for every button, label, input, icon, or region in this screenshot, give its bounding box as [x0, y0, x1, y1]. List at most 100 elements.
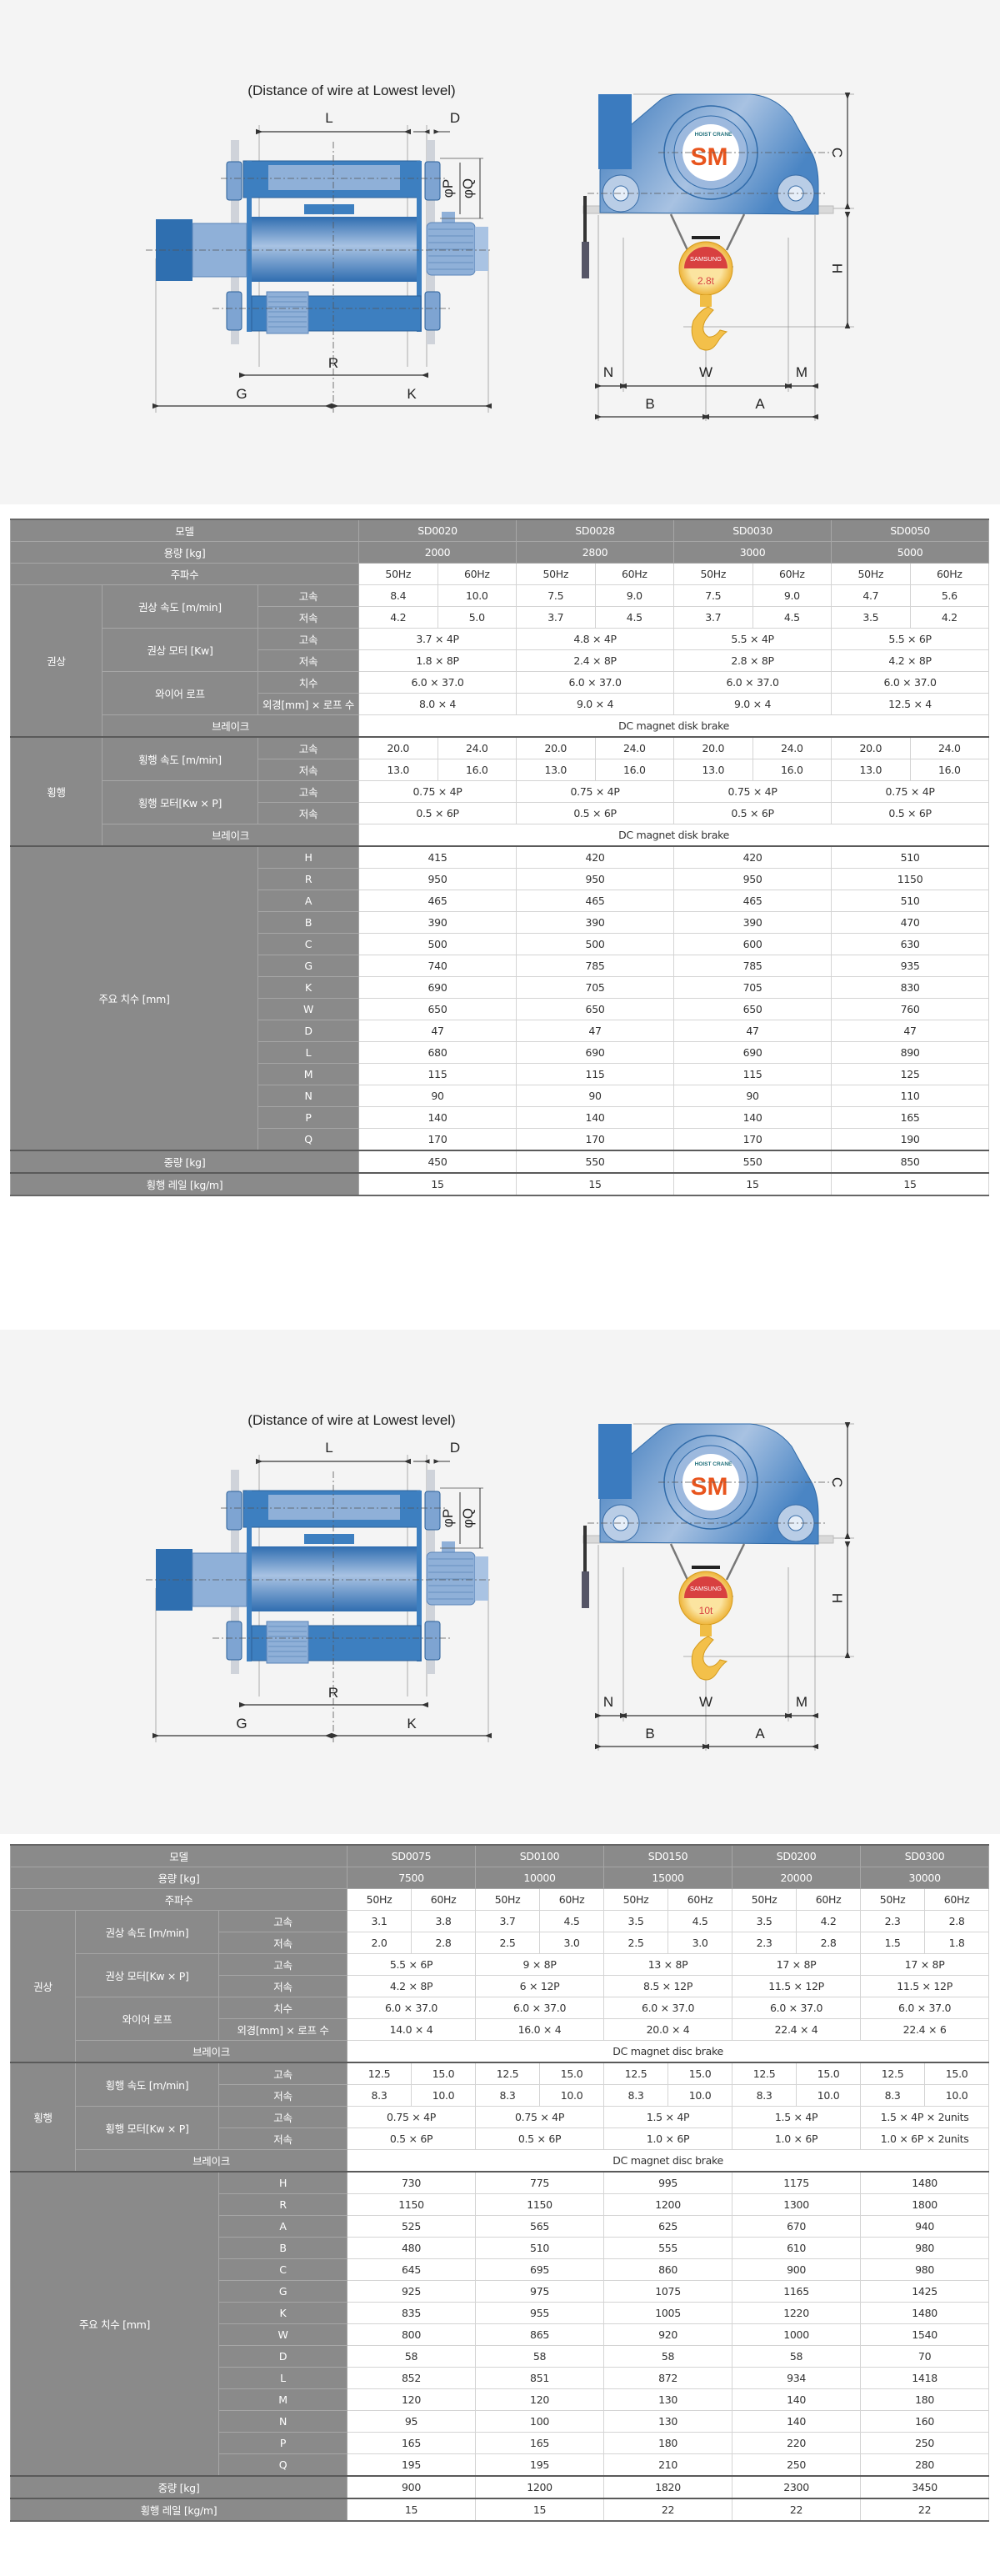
sub-header: N [257, 1085, 360, 1107]
cell-value: 950 [516, 868, 675, 890]
hook-capacity: 2.8t [698, 275, 715, 287]
cell-value: 1.5 [860, 1932, 926, 1954]
dimension-label-N: N [603, 1694, 613, 1710]
cell-value: 24.0 [437, 736, 518, 759]
hoist-diagram-section-1: (Distance of wire at Lowest level) L D φ… [0, 0, 1000, 504]
row-header: 횡행 레일 [kg/m] [9, 2498, 348, 2522]
dimension-row: Q 195 195 210 250 280 [11, 2453, 990, 2477]
weight-row: 중량 [kg] 900 1200 1820 2300 3450 [9, 2475, 990, 2499]
dimension-row: A 525 565 625 670 940 [11, 2215, 990, 2238]
row-header: 와이어 로프 [102, 671, 258, 715]
hoist-brake-row: 브레이크 DC magnet disk brake [11, 714, 990, 738]
cell-value: 20.0 [516, 736, 596, 759]
cell-value: 6.0 × 37.0 [347, 1997, 477, 2019]
cell-value: 24.0 [594, 736, 675, 759]
cell-value: 3.7 [475, 1910, 541, 1932]
cell-value: 5.5 × 6P [831, 628, 990, 650]
cell-value: 775 [475, 2171, 605, 2194]
dimension-label-K: K [407, 1716, 417, 1732]
hoist-drawings: (Distance of wire at Lowest level) L D φ… [146, 1412, 854, 1751]
cell-value: 740 [358, 955, 518, 977]
model-row: 모델 SD0020 SD0028 SD0030 SD0050 [9, 519, 990, 542]
cell-value: 1.0 × 6P [732, 2127, 862, 2150]
travel-motor-row: 저속 0.5 × 6P 0.5 × 6P 1.0 × 6P 1.0 × 6P 1.0 × … [11, 2127, 990, 2150]
model-name: SD0030 [673, 519, 832, 542]
dimension-row: K 835 955 1005 1220 1480 [11, 2302, 990, 2324]
hoist-rope-row: 와이어 로프 치수 6.0 × 37.0 6.0 × 37.0 6.0 × 37.0 6.… [11, 671, 990, 715]
sub-header: A [218, 2215, 348, 2238]
cell-value: 1.5 × 4P [603, 2106, 733, 2128]
cell-value: 195 [347, 2453, 477, 2477]
cell-value: DC magnet disk brake [358, 824, 990, 847]
cell-value: 20.0 [358, 736, 438, 759]
sub-header: L [218, 2367, 348, 2389]
capacity-value: 10000 [475, 1867, 605, 1889]
cell-value: 3.8 [411, 1910, 477, 1932]
capacity-value: 7500 [347, 1867, 477, 1889]
cell-value: 1418 [860, 2367, 990, 2389]
cell-value: 2.3 [860, 1910, 926, 1932]
hoist-motor-row: 권상 모터[Kw × P] 고속 5.5 × 6P 9 × 8P 13 × 8P 17 ×… [11, 1953, 990, 1997]
frequency-value: 60Hz [924, 1888, 990, 1911]
row-header: 주파수 [9, 1888, 348, 1911]
cell-value: 705 [516, 976, 675, 999]
cell-value: 6.0 × 37.0 [732, 1997, 862, 2019]
sub-header: R [218, 2193, 348, 2216]
frequency-value: 50Hz [860, 1888, 926, 1911]
cell-value: 160 [860, 2410, 990, 2433]
sub-header: 치수 [218, 1997, 348, 2019]
cell-value: 2.4 × 8P [516, 649, 675, 672]
cell-value: 670 [732, 2215, 862, 2238]
side-view-drawing: L D φP φQ R G K [146, 110, 492, 413]
cell-value: 705 [673, 976, 832, 999]
cell-value: 465 [516, 890, 675, 912]
pendant-switch-icon [582, 1571, 589, 1608]
sub-header: 저속 [218, 2127, 348, 2150]
dimension-label-Q: φQ [460, 178, 476, 198]
sub-header: W [257, 998, 360, 1020]
cell-value: 12.5 [860, 2062, 926, 2085]
cell-value: 1.5 × 4P [732, 2106, 862, 2128]
cell-value: 550 [516, 1150, 675, 1174]
cell-value: 5.6 [909, 584, 990, 607]
frequency-value: 50Hz [831, 563, 911, 585]
cell-value: 1.5 × 4P × 2units [860, 2106, 990, 2128]
weight-row: 중량 [kg] 450 550 550 850 [9, 1150, 990, 1174]
rail-row: 횡행 레일 [kg/m] 15 15 15 15 [9, 1172, 990, 1196]
cell-value: 730 [347, 2171, 477, 2194]
cell-value: 20.0 [831, 736, 911, 759]
logo-tagline: HOIST CRANE [695, 1461, 732, 1467]
dimension-label-R: R [328, 1685, 338, 1701]
sub-header: D [257, 1020, 360, 1042]
cell-value: 950 [358, 868, 518, 890]
cell-value: 3.0 [539, 1932, 605, 1954]
hook-capacity: 10t [699, 1605, 713, 1616]
group-header: 권상 [10, 584, 102, 738]
row-header: 와이어 로프 [75, 1997, 219, 2041]
dimension-label-A: A [755, 396, 765, 412]
travel-speed-row: 저속 8.3 10.0 8.3 10.0 8.3 10.0 8.3 10.0 8.3 10.0 [11, 2084, 990, 2107]
cell-value: 650 [673, 998, 832, 1020]
cell-value: 0.5 × 6P [673, 802, 832, 824]
row-header: 모델 [9, 1844, 348, 1867]
cell-value: 4.2 [358, 606, 438, 629]
sub-header: 외경[mm] × 로프 수 [218, 2018, 348, 2041]
cell-value: 170 [516, 1128, 675, 1151]
cell-value: 0.75 × 4P [516, 780, 675, 803]
cell-value: 0.75 × 4P [673, 780, 832, 803]
frequency-value: 60Hz [668, 1888, 733, 1911]
frequency-value: 50Hz [475, 1888, 541, 1911]
cell-value: 4.5 [594, 606, 675, 629]
cell-value: DC magnet disk brake [358, 714, 990, 738]
cell-value: 110 [831, 1085, 990, 1107]
dimension-label-G: G [236, 386, 247, 402]
hoist-motor-row: 저속 4.2 × 8P 6 × 12P 8.5 × 12P 11.5 × 12P 11.5… [11, 1975, 990, 1997]
cell-value: 120 [347, 2388, 477, 2411]
sub-header: R [257, 868, 360, 890]
cell-value: 800 [347, 2323, 477, 2346]
cell-value: 3.1 [347, 1910, 412, 1932]
cell-value: 12.5 [732, 2062, 798, 2085]
sub-header: C [257, 933, 360, 955]
cell-value: 390 [516, 911, 675, 934]
frequency-value: 50Hz [358, 563, 438, 585]
